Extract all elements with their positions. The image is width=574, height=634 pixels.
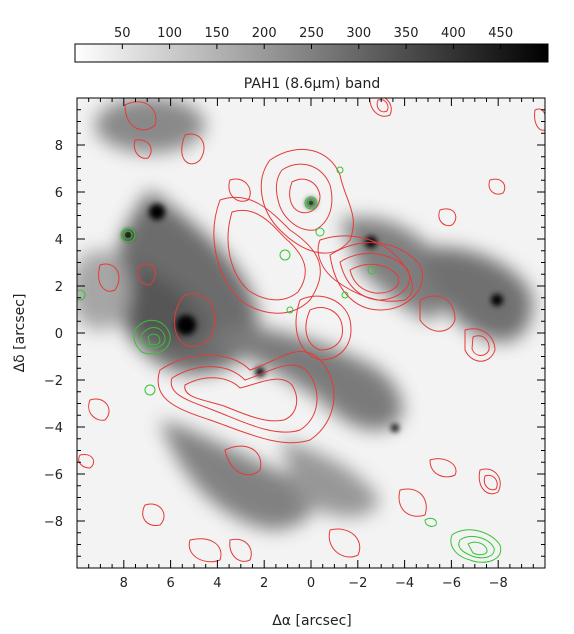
source-marker	[149, 204, 165, 220]
colorbar-tick-label: 250	[299, 26, 324, 41]
colorbar-tick-label: 100	[157, 26, 182, 41]
y-axis: 8 6 4 2 0 −2 −4 −6 −8	[44, 109, 545, 557]
y-tick-label: −4	[44, 421, 63, 436]
x-tick-label: −8	[489, 576, 508, 591]
emission-image	[77, 98, 545, 563]
x-tick-label: −2	[348, 576, 367, 591]
colorbar-tick-label: 400	[441, 26, 466, 41]
x-tick-label: 8	[120, 576, 128, 591]
y-tick-label: 2	[55, 280, 63, 295]
colorbar-tick-label: 450	[488, 26, 513, 41]
colorbar-tick-label: 350	[394, 26, 419, 41]
colorbar-ticks: 50 100 150 200 250 300 350 400 450	[114, 26, 513, 49]
red-contours	[78, 98, 545, 563]
y-tick-label: −2	[44, 374, 63, 389]
y-tick-label: 0	[55, 327, 63, 342]
colorbar-tick-label: 50	[114, 26, 131, 41]
x-tick-label: −6	[442, 576, 461, 591]
y-axis-label: Δδ [arcsec]	[12, 294, 28, 373]
y-tick-label: 4	[55, 233, 63, 248]
x-tick-label: −4	[395, 576, 414, 591]
colorbar-tick-label: 200	[252, 26, 277, 41]
y-tick-label: −8	[44, 515, 63, 530]
colorbar-tick-label: 150	[204, 26, 229, 41]
x-tick-label: 2	[260, 576, 268, 591]
colorbar: 50 100 150 200 250 300 350 400 450	[74, 26, 549, 63]
y-tick-label: 6	[55, 186, 63, 201]
x-axis: 8 6 4 2 0 −2 −4 −6 −8	[88, 98, 534, 591]
source-marker	[491, 294, 503, 306]
x-tick-label: 4	[213, 576, 221, 591]
source-marker	[391, 424, 399, 432]
y-tick-label: −6	[44, 468, 63, 483]
colorbar-tick-label: 300	[346, 26, 371, 41]
plot-area: 8 6 4 2 0 −2 −4 −6 −8 8 6 4 2 0 −2 −4 −6 −8	[44, 97, 546, 591]
source-marker	[255, 367, 265, 377]
y-tick-label: 8	[55, 139, 63, 154]
green-contours	[77, 166, 502, 563]
chart-title: PAH1 (8.6μm) band	[244, 76, 380, 92]
x-tick-label: 0	[307, 576, 315, 591]
x-axis-label: Δα [arcsec]	[272, 613, 352, 629]
source-marker	[176, 315, 196, 335]
source-marker	[306, 198, 316, 208]
source-marker	[123, 230, 133, 240]
x-tick-label: 6	[166, 576, 174, 591]
